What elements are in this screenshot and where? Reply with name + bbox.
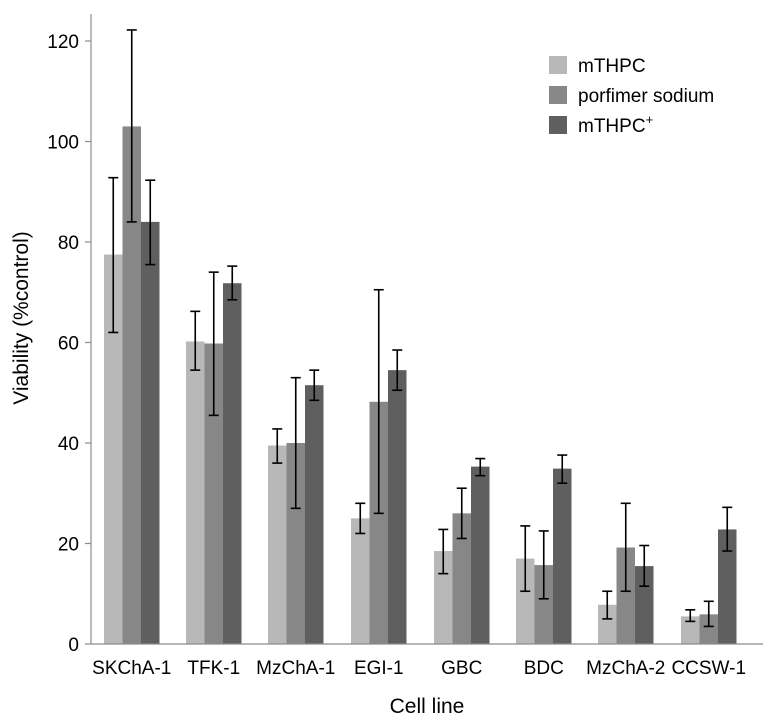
bar <box>681 616 700 644</box>
error-bars-group <box>108 29 733 628</box>
x-tick-label: MzChA-2 <box>586 658 665 679</box>
legend-label: porfimer sodium <box>578 86 714 107</box>
bar <box>534 565 553 644</box>
x-tick-label: SKChA-1 <box>92 658 171 679</box>
y-tick-label: 60 <box>58 334 79 355</box>
bar <box>305 385 324 644</box>
bar <box>616 547 635 644</box>
bar <box>268 445 287 644</box>
bar <box>204 343 223 644</box>
y-tick-label: 120 <box>47 32 79 53</box>
bar <box>104 254 123 644</box>
bar <box>286 443 305 644</box>
bar <box>186 341 205 644</box>
bar <box>223 283 242 644</box>
y-tick-label: 40 <box>58 434 79 455</box>
y-tick-label: 20 <box>58 535 79 556</box>
x-tick-label: MzChA-1 <box>256 658 335 679</box>
y-tick-label: 100 <box>47 133 79 154</box>
x-tick-label: GBC <box>441 658 482 679</box>
bar <box>699 614 718 644</box>
y-axis-ticks: 0 20 40 60 80 100 120 <box>47 32 91 656</box>
bar <box>351 518 370 644</box>
x-tick-label: TFK-1 <box>187 658 240 679</box>
legend-swatch <box>549 56 567 74</box>
x-tick-label: CCSW-1 <box>671 658 746 679</box>
y-axis-title: Viability (%control) <box>10 231 33 405</box>
bar <box>471 466 490 644</box>
legend: mTHPC porfimer sodium mTHPC+ <box>549 56 714 137</box>
legend-superscript: + <box>646 112 654 127</box>
bar <box>718 529 737 644</box>
bar <box>553 468 572 644</box>
x-tick-label: BDC <box>524 658 564 679</box>
bar <box>598 604 617 644</box>
legend-swatch <box>549 86 567 104</box>
bar <box>122 126 141 645</box>
bar <box>369 401 388 644</box>
legend-label: mTHPC+ <box>578 112 653 137</box>
legend-swatch <box>549 116 567 134</box>
bar <box>388 370 407 644</box>
bar <box>516 558 535 644</box>
bar <box>452 513 471 644</box>
y-tick-label: 0 <box>68 635 79 656</box>
y-tick-label: 80 <box>58 233 79 254</box>
legend-label: mTHPC <box>578 56 646 77</box>
bars-group <box>104 126 737 645</box>
x-axis-title: Cell line <box>390 695 465 718</box>
x-tick-label: EGI-1 <box>354 658 404 679</box>
x-axis-tick-labels: SKChA-1 TFK-1 MzChA-1 EGI-1 GBC BDC MzChA-2 CCS… <box>92 658 746 679</box>
bar <box>141 221 160 644</box>
